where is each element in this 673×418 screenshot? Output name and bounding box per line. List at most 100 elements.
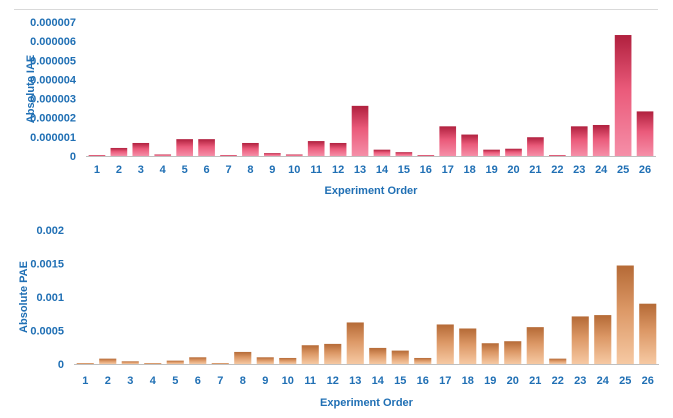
iae-x-tick-label: 8 [247,164,253,176]
iae-bar [351,105,369,156]
pae-x-tick-label: 10 [282,375,294,387]
pae-bar [121,361,139,364]
pae-x-tick-label: 25 [619,375,631,387]
iae-y-tick-label: 0.000005 [30,55,76,67]
pae-bar [211,363,229,364]
iae-bar [439,126,457,156]
pae-x-tick-label: 9 [262,375,268,387]
iae-x-tick-label: 24 [595,164,608,176]
iae-x-tick-label: 11 [310,164,322,176]
iae-bar [329,142,347,156]
pae-y-axis-title: Absolute PAE [18,261,30,333]
iae-x-tick-label: 7 [225,164,231,176]
iae-bar [636,111,654,156]
pae-x-tick-label: 20 [507,375,519,387]
iae-x-tick-label: 23 [573,164,585,176]
iae-bar [373,149,391,156]
pae-x-tick-label: 18 [462,375,474,387]
iae-bar [88,155,106,156]
pae-bar [189,357,207,364]
iae-x-tick-label: 20 [507,164,519,176]
pae-x-tick-label: 7 [217,375,223,387]
iae-x-tick-label: 1 [94,164,100,176]
pae-x-tick-label: 2 [105,375,111,387]
pae-x-tick-label: 11 [304,375,316,387]
iae-bar [154,154,172,156]
iae-y-tick-label: 0 [70,151,76,163]
pae-x-tick-label: 3 [127,375,133,387]
pae-bar [594,315,612,364]
iae-x-tick-label: 3 [138,164,144,176]
iae-x-tick-label: 25 [617,164,629,176]
iae-x-tick-label: 13 [354,164,366,176]
iae-x-tick-label: 12 [332,164,344,176]
iae-x-tick-label: 4 [160,164,167,176]
pae-x-axis-title: Experiment Order [320,397,414,409]
pae-x-tick-label: 22 [552,375,564,387]
iae-bar [198,139,215,156]
iae-bar [110,147,128,156]
iae-x-tick-label: 17 [442,164,454,176]
iae-bar [592,124,610,156]
iae-x-tick-label: 18 [464,164,476,176]
iae-bar [285,154,303,156]
iae-bar [461,134,478,156]
iae-x-tick-label: 5 [182,164,188,176]
pae-bar [414,357,432,364]
iae-x-tick-label: 10 [288,164,300,176]
iae-bar [417,155,435,156]
iae-bar [505,148,522,156]
iae-bar [483,149,500,156]
iae-bar [527,137,544,156]
iae-y-tick-label: 0.000007 [30,17,76,29]
pae-bar [76,363,94,364]
top-divider [14,9,658,10]
iae-x-tick-label: 19 [485,164,497,176]
pae-x-tick-label: 24 [597,375,610,387]
pae-x-tick-label: 23 [574,375,586,387]
pae-bar [234,351,252,364]
iae-x-tick-label: 21 [529,164,541,176]
pae-x-tick-label: 4 [150,375,157,387]
pae-bar [99,358,117,364]
pae-y-tick-label: 0.002 [36,225,64,237]
iae-y-tick-label: 0.000004 [30,74,77,86]
pae-bar [391,350,409,364]
iae-bar [307,141,325,156]
iae-x-tick-label: 14 [376,164,389,176]
pae-bar [279,357,297,364]
iae-x-tick-label: 9 [269,164,275,176]
pae-x-tick-label: 6 [195,375,201,387]
pae-x-tick-label: 15 [394,375,406,387]
pae-bar [639,303,657,364]
iae-bar [570,126,588,156]
pae-bar [481,343,499,364]
pae-x-tick-label: 14 [372,375,385,387]
iae-x-tick-label: 26 [639,164,651,176]
iae-bar [395,152,413,156]
pae-x-tick-label: 19 [484,375,496,387]
iae-x-tick-label: 2 [116,164,122,176]
pae-bar [459,328,477,364]
pae-y-tick-label: 0.001 [36,292,64,304]
pae-x-tick-label: 16 [417,375,429,387]
pae-bar [616,265,634,364]
iae-bar-chart: 0 0.000001 0.000002 0.000003 0.000004 0.00000… [25,17,656,197]
iae-y-tick-label: 0.000002 [30,113,76,125]
pae-y-tick-label: 0.0005 [30,326,64,338]
iae-x-tick-label: 22 [551,164,563,176]
pae-bar [436,324,454,364]
pae-bar [346,322,364,364]
iae-y-tick-label: 0.000001 [30,132,76,144]
iae-bar [220,155,237,156]
pae-bar [549,358,567,364]
iae-bar [549,155,566,156]
iae-y-tick-label: 0.000003 [30,94,76,106]
pae-bar [369,347,387,364]
pae-x-tick-label: 26 [642,375,654,387]
pae-x-tick-label: 17 [439,375,451,387]
iae-x-tick-label: 6 [204,164,210,176]
pae-bar [504,341,522,364]
